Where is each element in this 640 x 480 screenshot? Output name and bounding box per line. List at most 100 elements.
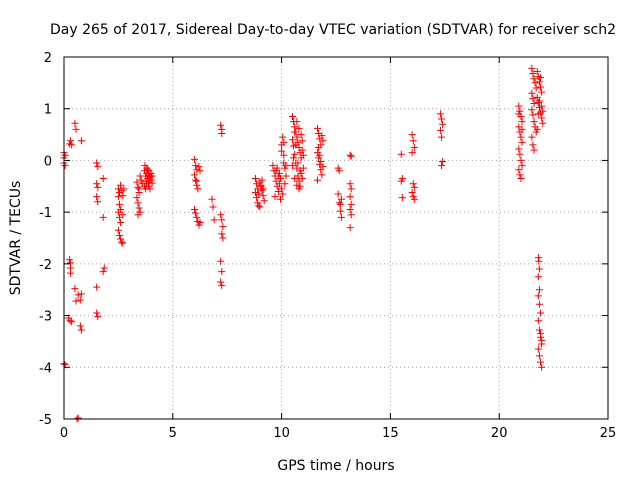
data-point (117, 181, 125, 189)
data-point (538, 88, 546, 96)
data-point (316, 151, 324, 159)
data-point (144, 166, 152, 174)
x-tick-label: 0 (60, 426, 68, 441)
data-point (293, 118, 301, 126)
data-point (76, 296, 84, 304)
data-point (260, 197, 268, 205)
data-point (528, 64, 536, 72)
data-point (278, 185, 286, 193)
data-point (436, 126, 444, 134)
data-point (408, 188, 416, 196)
data-point (295, 185, 303, 193)
data-point (134, 211, 142, 219)
data-point (94, 183, 102, 191)
data-point (134, 183, 142, 191)
data-point (269, 162, 277, 170)
data-point (191, 171, 199, 179)
data-point (408, 149, 416, 157)
data-point (192, 176, 200, 184)
data-point (537, 358, 545, 366)
data-point (277, 195, 285, 203)
data-point (538, 363, 546, 371)
data-point (517, 156, 525, 164)
data-point (334, 190, 342, 198)
data-point (141, 162, 149, 170)
data-point (272, 167, 280, 175)
data-point (398, 194, 406, 202)
data-point (114, 208, 122, 216)
data-point (278, 147, 286, 155)
data-point (72, 297, 80, 305)
data-point (195, 163, 203, 171)
data-point (438, 162, 446, 170)
data-point (218, 282, 226, 290)
data-point (534, 317, 542, 325)
data-point (438, 115, 446, 123)
data-points (60, 64, 547, 423)
data-point (282, 172, 290, 180)
data-point (100, 264, 108, 272)
data-point (318, 132, 326, 140)
data-point (93, 193, 101, 201)
data-point (67, 137, 75, 145)
data-point (346, 193, 354, 201)
data-point (134, 199, 142, 207)
data-point (291, 175, 299, 183)
data-point (298, 146, 306, 154)
data-point (65, 256, 73, 264)
data-point (257, 181, 265, 189)
data-point (346, 180, 354, 188)
data-point (529, 70, 537, 78)
data-point (279, 190, 287, 198)
data-point (535, 300, 543, 308)
data-point (217, 278, 225, 286)
data-point (68, 318, 76, 326)
data-point (319, 137, 327, 145)
y-tick-label: 1 (44, 103, 52, 118)
data-point (133, 178, 141, 186)
data-point (280, 138, 288, 146)
data-point (314, 124, 322, 132)
data-point (254, 199, 262, 207)
data-point (194, 185, 202, 193)
data-point (251, 188, 259, 196)
data-point (192, 162, 200, 170)
data-point (539, 119, 547, 127)
data-point (191, 206, 199, 214)
x-tick-label: 20 (491, 426, 508, 441)
data-point (253, 194, 261, 202)
x-tick-label: 10 (273, 426, 290, 441)
plot-frame (63, 56, 609, 420)
data-point (534, 110, 542, 118)
data-point (538, 102, 546, 110)
data-point (530, 118, 538, 126)
data-point (298, 175, 306, 183)
data-point (532, 84, 540, 92)
data-point (518, 118, 526, 126)
data-point (533, 93, 541, 101)
data-point (76, 322, 84, 330)
data-point (218, 230, 226, 238)
data-point (119, 211, 127, 219)
y-axis-label: SDTVAR / TECUs (8, 181, 24, 296)
data-point (314, 176, 322, 184)
data-point (271, 193, 279, 201)
x-tick-label: 25 (600, 426, 617, 441)
data-point (148, 172, 156, 180)
data-point (251, 175, 259, 183)
data-point (410, 144, 418, 151)
data-point (279, 133, 287, 141)
data-point (439, 120, 447, 128)
data-point (516, 150, 524, 158)
data-point (135, 204, 143, 212)
data-point (256, 203, 264, 211)
data-point (146, 185, 154, 193)
data-point (518, 138, 526, 146)
data-point (218, 130, 226, 138)
data-point (77, 137, 85, 145)
data-point (535, 97, 543, 105)
axis-ticks (63, 56, 609, 420)
data-point (77, 290, 85, 298)
